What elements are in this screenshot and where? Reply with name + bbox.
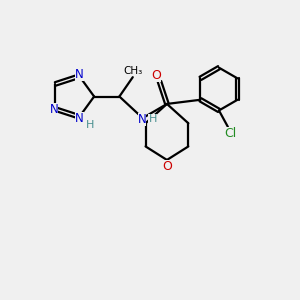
Text: O: O — [162, 160, 172, 173]
Text: N: N — [75, 112, 84, 125]
Text: H: H — [85, 120, 94, 130]
Text: H: H — [148, 114, 157, 124]
Text: N: N — [138, 113, 146, 126]
Text: O: O — [151, 69, 161, 82]
Text: CH₃: CH₃ — [124, 66, 143, 76]
Text: Cl: Cl — [224, 127, 236, 140]
Text: N: N — [75, 68, 84, 81]
Text: N: N — [50, 103, 58, 116]
